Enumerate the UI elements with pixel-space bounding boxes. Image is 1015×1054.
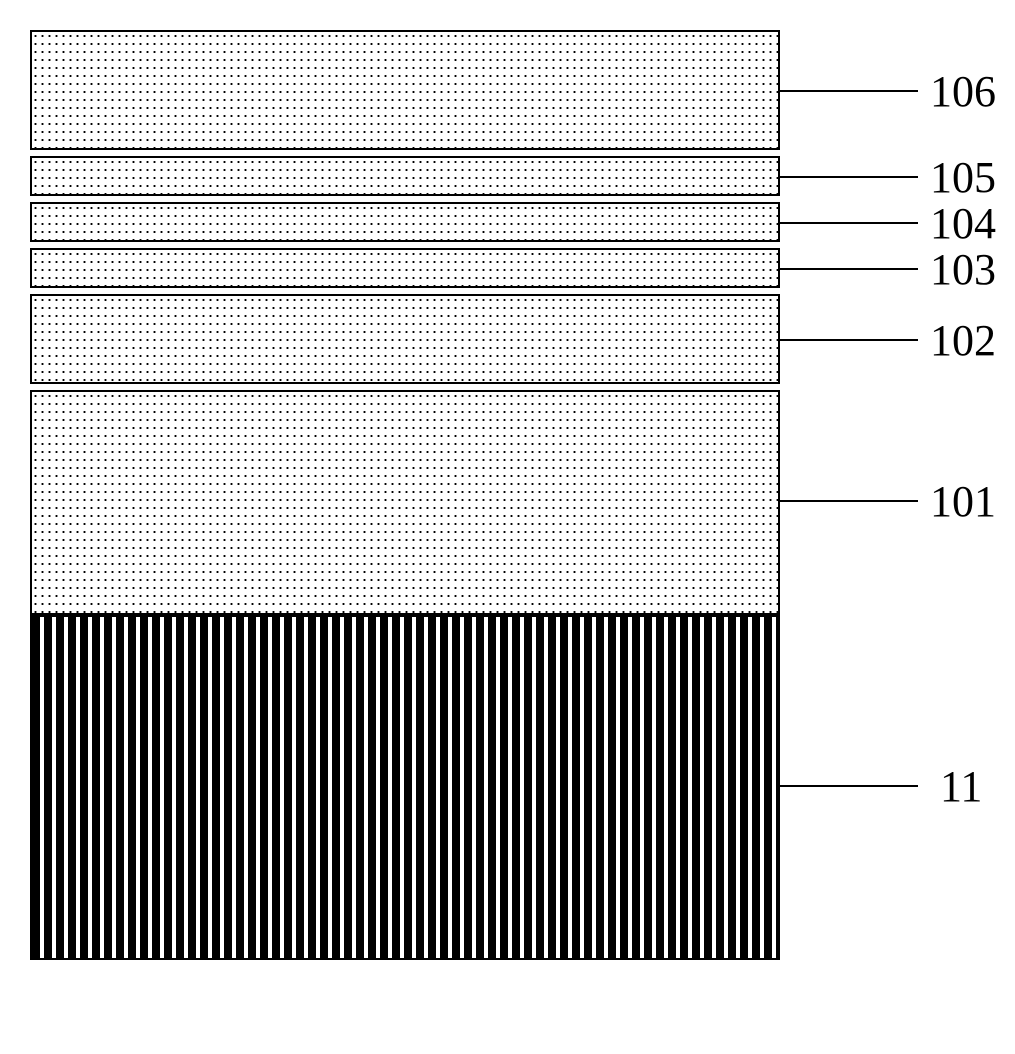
leader-101 <box>780 500 918 502</box>
label-103: 103 <box>930 244 996 295</box>
leader-104 <box>780 222 918 224</box>
leader-11 <box>780 785 918 787</box>
label-106: 106 <box>930 66 996 117</box>
label-104: 104 <box>930 198 996 249</box>
layer-stack-diagram: 106 105 104 103 102 101 11 <box>20 20 1015 1034</box>
layer-103 <box>30 248 780 288</box>
layer-101 <box>30 390 780 615</box>
leader-102 <box>780 339 918 341</box>
layer-11 <box>30 615 780 960</box>
leader-105 <box>780 176 918 178</box>
label-105: 105 <box>930 152 996 203</box>
leader-106 <box>780 90 918 92</box>
layer-102 <box>30 294 780 384</box>
label-101: 101 <box>930 476 996 527</box>
layers-column <box>30 30 780 960</box>
label-11: 11 <box>940 761 982 812</box>
label-102: 102 <box>930 315 996 366</box>
layer-106 <box>30 30 780 150</box>
layer-104 <box>30 202 780 242</box>
layer-105 <box>30 156 780 196</box>
leader-103 <box>780 268 918 270</box>
